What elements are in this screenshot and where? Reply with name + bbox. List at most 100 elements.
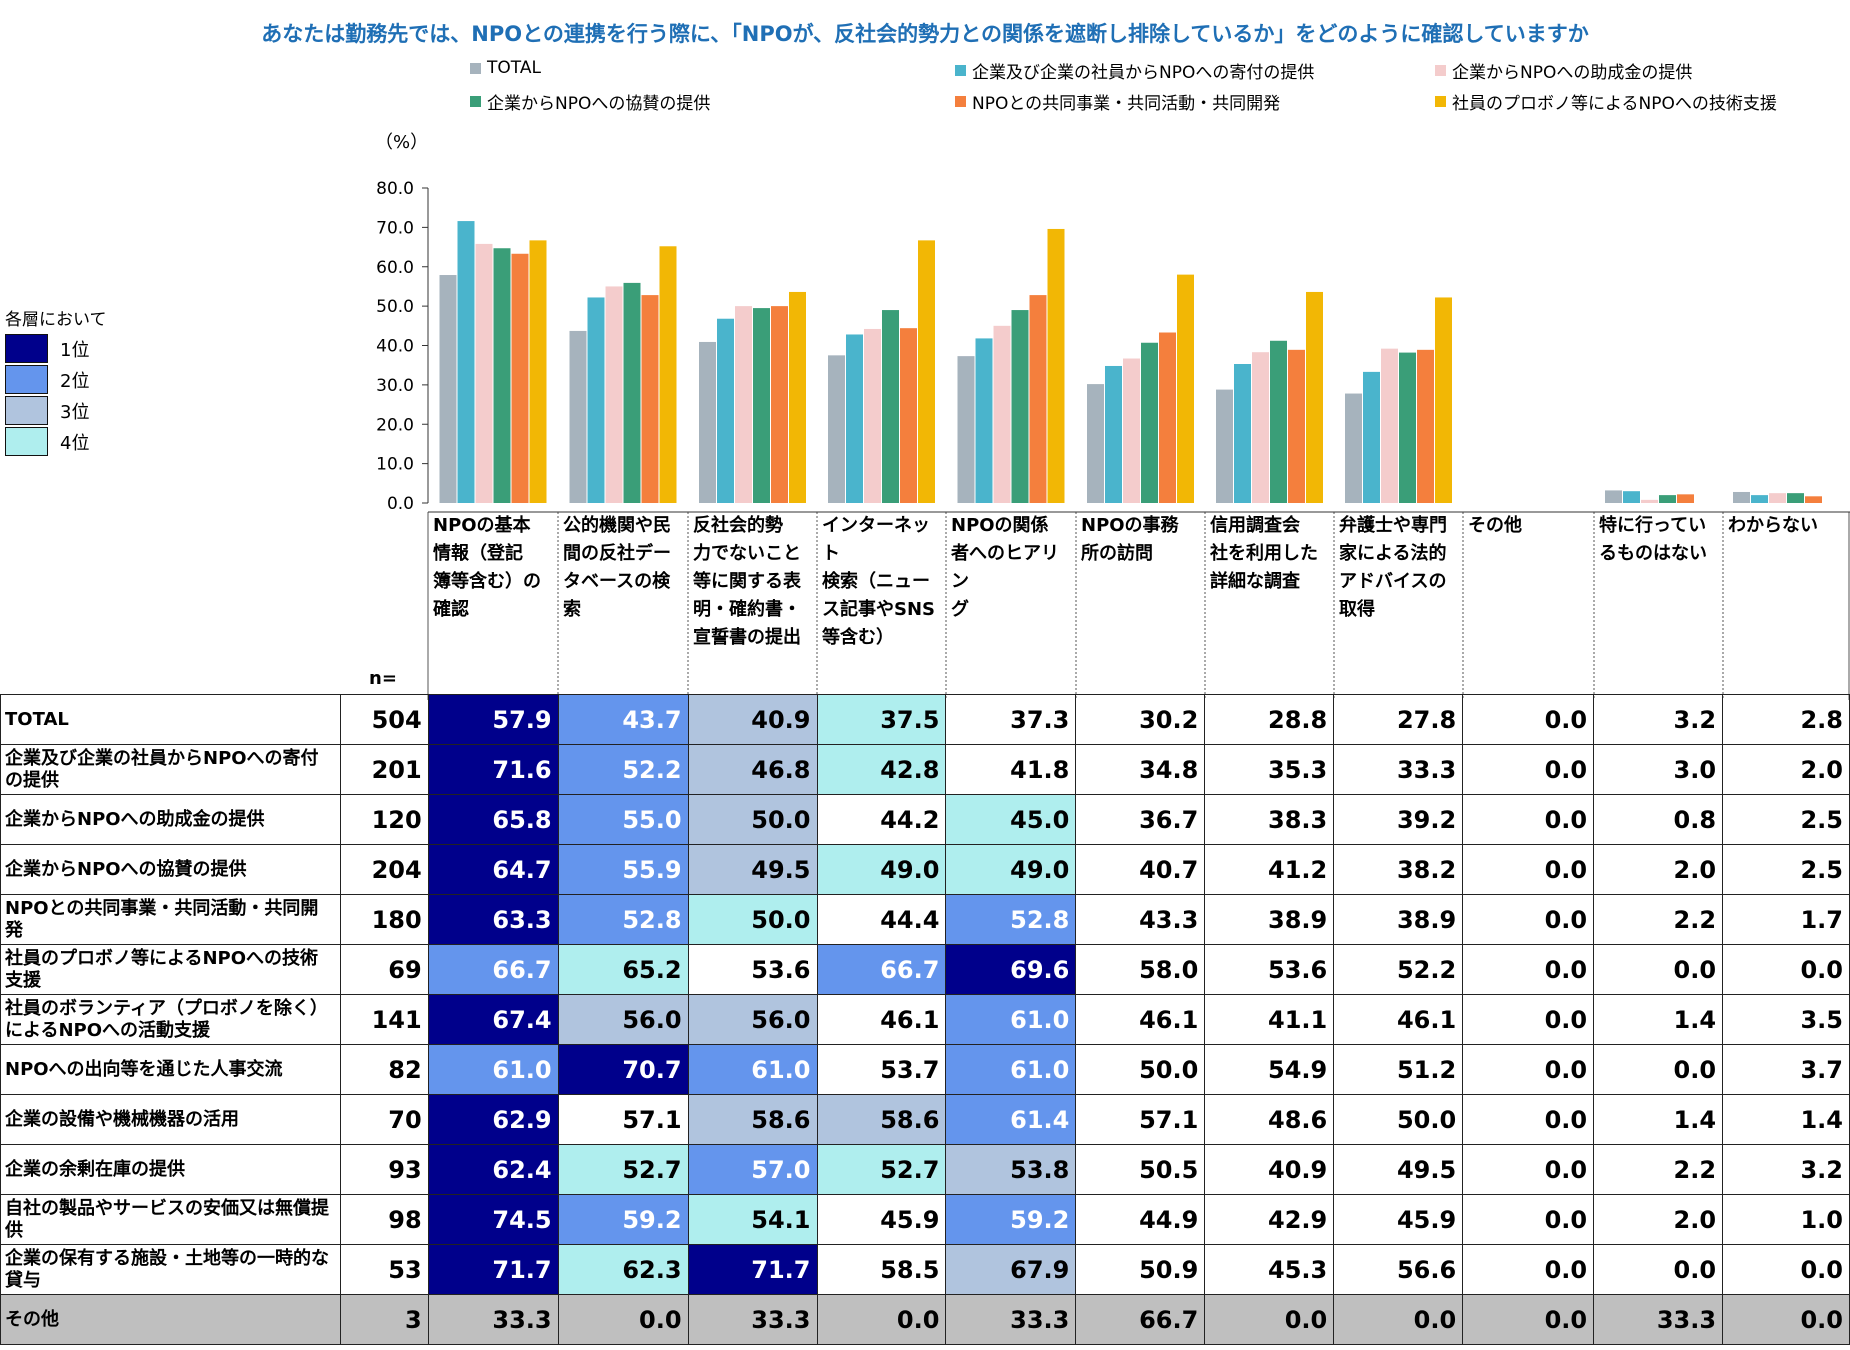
value-cell: 0.0 (1462, 944, 1595, 995)
bar (1435, 297, 1452, 503)
value-cell: 40.9 (1204, 1144, 1335, 1195)
category-header-line: 情報（登記 (433, 543, 523, 564)
category-header-line: 所の訪問 (1081, 543, 1153, 564)
bar (1659, 495, 1676, 503)
value-cell: 37.3 (945, 694, 1077, 745)
category-header: 特に行ってい るものはない (1594, 512, 1723, 568)
y-tick-label: 20.0 (376, 415, 414, 435)
category-header-line: インターネット (822, 515, 930, 564)
value-cell: 50.0 (687, 794, 818, 845)
legend-swatch (470, 96, 481, 107)
rank-swatch (5, 334, 48, 363)
rank-legend-item-1: 1位 (5, 333, 107, 364)
value-cell: 52.2 (1333, 944, 1464, 995)
value-cell: 65.2 (557, 944, 689, 995)
legend-swatch (470, 62, 481, 74)
bar (1381, 348, 1398, 503)
legend-label: 企業からNPOへの協賛の提供 (487, 94, 711, 114)
table-row: 企業の保有する施設・土地等の一時的な貸与 53 71.7 62.3 71.7 58.5 67… (0, 1244, 1850, 1295)
bar (1769, 493, 1786, 503)
category-header: NPOの関係 者へのヒアリング (946, 512, 1076, 624)
bar (1751, 495, 1768, 503)
value-cell: 54.9 (1204, 1044, 1335, 1095)
value-cell: 46.8 (687, 744, 818, 795)
n-cell: 70 (339, 1094, 429, 1145)
table-row: 企業からNPOへの助成金の提供 120 65.8 55.0 50.0 44.2 45.0 36… (0, 794, 1850, 845)
value-cell: 44.4 (816, 894, 947, 945)
value-cell: 63.3 (427, 894, 559, 945)
value-cell: 64.7 (427, 844, 559, 895)
bar (569, 330, 587, 503)
value-cell: 52.8 (557, 894, 689, 945)
row-label: 社員のプロボノ等によるNPOへの技術支援 (0, 944, 341, 995)
value-cell: 46.1 (816, 994, 947, 1045)
bar (439, 275, 457, 503)
row-label: 企業の余剰在庫の提供 (0, 1144, 341, 1195)
category-header-line: るものはない (1599, 543, 1707, 564)
value-cell: 30.2 (1075, 694, 1206, 745)
bar (882, 310, 899, 503)
value-cell: 41.2 (1204, 844, 1335, 895)
rank-swatch (5, 427, 48, 456)
value-cell: 49.0 (945, 844, 1077, 895)
legend-item-3: 企業からNPOへの助成金の提供 (1435, 58, 1692, 83)
legend-label: 企業及び企業の社員からNPOへの寄付の提供 (972, 63, 1315, 83)
value-cell: 33.3 (945, 1294, 1077, 1345)
value-cell: 71.6 (427, 744, 559, 795)
value-cell: 53.8 (945, 1144, 1077, 1195)
value-cell: 58.5 (816, 1244, 947, 1295)
value-cell: 49.0 (816, 844, 947, 895)
n-label: n= (369, 668, 397, 689)
table-row: その他 3 33.3 0.0 33.3 0.0 33.3 66.7 0.0 0.0 0.0 33.3 0… (0, 1294, 1850, 1345)
n-cell: 180 (339, 894, 429, 945)
value-cell: 53.7 (816, 1044, 947, 1095)
category-header-line: その他 (1468, 515, 1522, 536)
value-cell: 0.0 (1462, 794, 1595, 845)
value-cell: 3.2 (1593, 694, 1724, 745)
value-cell: 58.6 (816, 1094, 947, 1145)
value-cell: 61.4 (945, 1094, 1077, 1145)
value-cell: 0.0 (1722, 944, 1850, 995)
category-header: わからない (1723, 512, 1850, 540)
value-cell: 58.0 (1075, 944, 1206, 995)
value-cell: 0.0 (1462, 1094, 1595, 1145)
value-cell: 52.7 (816, 1144, 947, 1195)
category-header-line: 反社会的勢 (693, 515, 783, 536)
bar (699, 341, 716, 503)
value-cell: 50.5 (1075, 1144, 1206, 1195)
category-header-line: 社を利用した (1210, 543, 1318, 564)
rank-legend-item-4: 4位 (5, 426, 107, 457)
value-cell: 2.0 (1593, 1194, 1724, 1245)
bar (1177, 274, 1194, 503)
value-cell: 56.0 (687, 994, 818, 1045)
bar (641, 295, 659, 503)
value-cell: 0.0 (1462, 994, 1595, 1045)
bar (1677, 494, 1694, 503)
value-cell: 38.9 (1333, 894, 1464, 945)
bar (529, 240, 547, 503)
legend-label: 企業からNPOへの助成金の提供 (1452, 63, 1693, 83)
value-cell: 2.0 (1722, 744, 1850, 795)
value-cell: 27.8 (1333, 694, 1464, 745)
bar (1047, 228, 1065, 503)
value-cell: 0.0 (1462, 844, 1595, 895)
value-cell: 57.1 (557, 1094, 689, 1145)
legend-swatch (1435, 96, 1446, 107)
value-cell: 0.0 (557, 1294, 689, 1345)
n-cell: 201 (339, 744, 429, 795)
value-cell: 0.0 (1462, 1244, 1595, 1295)
value-cell: 33.3 (1593, 1294, 1724, 1345)
bar (1252, 352, 1269, 503)
value-cell: 65.8 (427, 794, 559, 845)
bar (918, 240, 935, 503)
bar (753, 308, 770, 503)
value-cell: 52.8 (945, 894, 1077, 945)
bar (1216, 389, 1233, 503)
category-header-line: 特に行ってい (1599, 515, 1707, 536)
category-header-line: 間の反社デー (563, 543, 671, 564)
category-header-line: 弁護士や専門 (1339, 515, 1447, 536)
value-cell: 52.7 (557, 1144, 689, 1195)
rank-legend-item-2: 2位 (5, 364, 107, 395)
table-row: NPOへの出向等を通じた人事交流 82 61.0 70.7 61.0 53.7 61.0 50… (0, 1044, 1850, 1095)
bar (1105, 365, 1122, 503)
